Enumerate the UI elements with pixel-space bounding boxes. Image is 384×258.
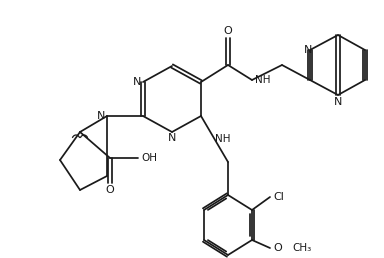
Text: O: O <box>223 26 232 36</box>
Text: N: N <box>132 77 141 87</box>
Text: N: N <box>168 133 176 143</box>
Text: NH: NH <box>215 134 230 144</box>
Text: O: O <box>106 185 114 195</box>
Text: CH₃: CH₃ <box>292 243 311 253</box>
Text: Cl: Cl <box>273 192 284 202</box>
Text: NH: NH <box>255 75 270 85</box>
Text: O: O <box>273 243 282 253</box>
Text: N: N <box>97 111 105 121</box>
Text: N: N <box>334 97 342 107</box>
Text: OH: OH <box>141 153 157 163</box>
Text: N: N <box>304 45 312 55</box>
